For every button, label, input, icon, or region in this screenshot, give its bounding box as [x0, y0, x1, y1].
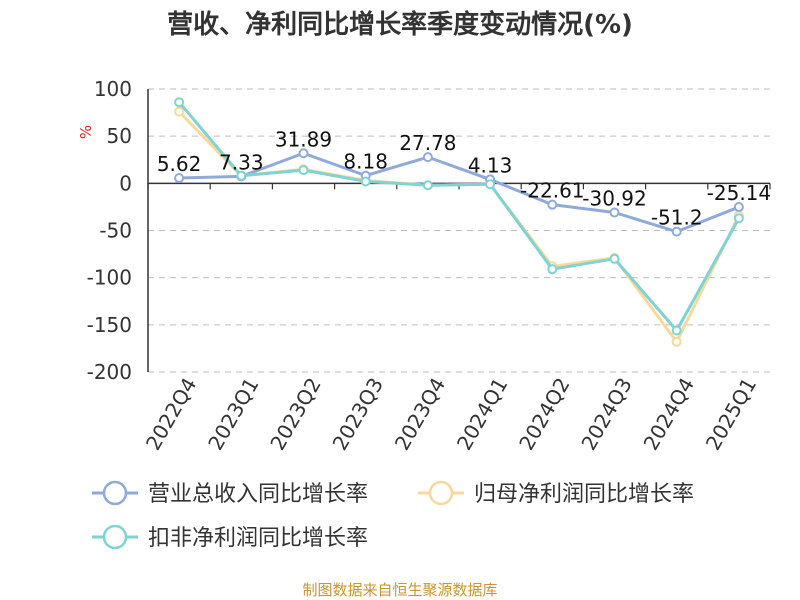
series-point[interactable]: [609, 253, 620, 264]
x-tick-label: 2024Q2: [514, 374, 574, 455]
y-tick-label: 50: [107, 124, 132, 148]
legend-label: 扣非净利润同比增长率: [148, 526, 368, 551]
legend-label: 营业总收入同比增长率: [148, 482, 368, 507]
series-point[interactable]: [733, 202, 744, 213]
x-tick-label: 2022Q4: [141, 374, 201, 455]
source-note: 制图数据来自恒生聚源数据库: [302, 581, 497, 599]
x-tick-label: 2024Q3: [576, 374, 636, 455]
series-point[interactable]: [298, 148, 309, 159]
y-tick-label: 0: [119, 171, 132, 195]
series-point[interactable]: [298, 165, 309, 176]
x-tick-label: 2024Q4: [639, 374, 699, 455]
series-point[interactable]: [174, 97, 185, 108]
series-point[interactable]: [485, 179, 496, 190]
data-label: 7.33: [219, 150, 264, 174]
series-line: [179, 151, 740, 234]
legend-marker: [428, 480, 454, 506]
series-point[interactable]: [236, 170, 247, 181]
legend-marker: [102, 524, 128, 550]
data-label: -22.61: [520, 179, 584, 203]
series-point[interactable]: [547, 199, 558, 210]
series-group: [174, 97, 744, 347]
chart-title: 营收、净利同比增长率季度变动情况(%): [167, 9, 633, 40]
y-tick-label: -200: [87, 360, 132, 384]
series-point[interactable]: [174, 173, 185, 184]
x-tick-label: 2025Q1: [701, 374, 761, 455]
legend-item[interactable]: 归母净利润同比增长率: [418, 480, 694, 507]
series-line: [177, 101, 741, 332]
x-tick-label: 2024Q1: [452, 373, 512, 454]
series-point[interactable]: [422, 180, 433, 191]
series-point[interactable]: [422, 152, 433, 163]
series-point[interactable]: [360, 176, 371, 187]
y-axis-unit: %: [77, 125, 95, 139]
series-point[interactable]: [174, 106, 185, 117]
data-label: 8.18: [343, 150, 388, 174]
legend-marker: [102, 480, 128, 506]
data-label: 31.89: [275, 127, 332, 151]
series-point[interactable]: [671, 325, 682, 336]
data-label: -25.14: [707, 181, 771, 205]
series-point[interactable]: [671, 226, 682, 237]
x-tick-label: 2023Q4: [390, 374, 450, 455]
y-tick-label: -150: [87, 313, 132, 337]
data-label: 27.78: [399, 131, 456, 155]
grid: [148, 88, 770, 373]
data-label: -51.2: [651, 206, 703, 230]
legend-item[interactable]: 扣非净利润同比增长率: [92, 524, 368, 551]
data-label: 4.13: [468, 153, 513, 177]
y-tick-label: -100: [87, 266, 132, 290]
x-tick-label: 2023Q3: [328, 374, 388, 455]
series-point[interactable]: [547, 264, 558, 275]
x-tick-label: 2023Q1: [203, 374, 263, 455]
legend-label: 归母净利润同比增长率: [474, 482, 694, 507]
data-label: 5.62: [157, 152, 202, 176]
y-tick-label: 100: [94, 77, 132, 101]
y-tick-label: -50: [99, 219, 132, 243]
data-label: -30.92: [582, 187, 646, 211]
series-point[interactable]: [671, 336, 682, 347]
data-labels: 5.62 7.33 31.89 8.18 27.78 4.13 -22.61-30.92-5…: [157, 127, 771, 229]
x-tick-label: 2023Q2: [265, 374, 325, 455]
legend-item[interactable]: 营业总收入同比增长率: [92, 480, 368, 507]
series-point[interactable]: [609, 207, 620, 218]
series-point[interactable]: [733, 213, 744, 224]
